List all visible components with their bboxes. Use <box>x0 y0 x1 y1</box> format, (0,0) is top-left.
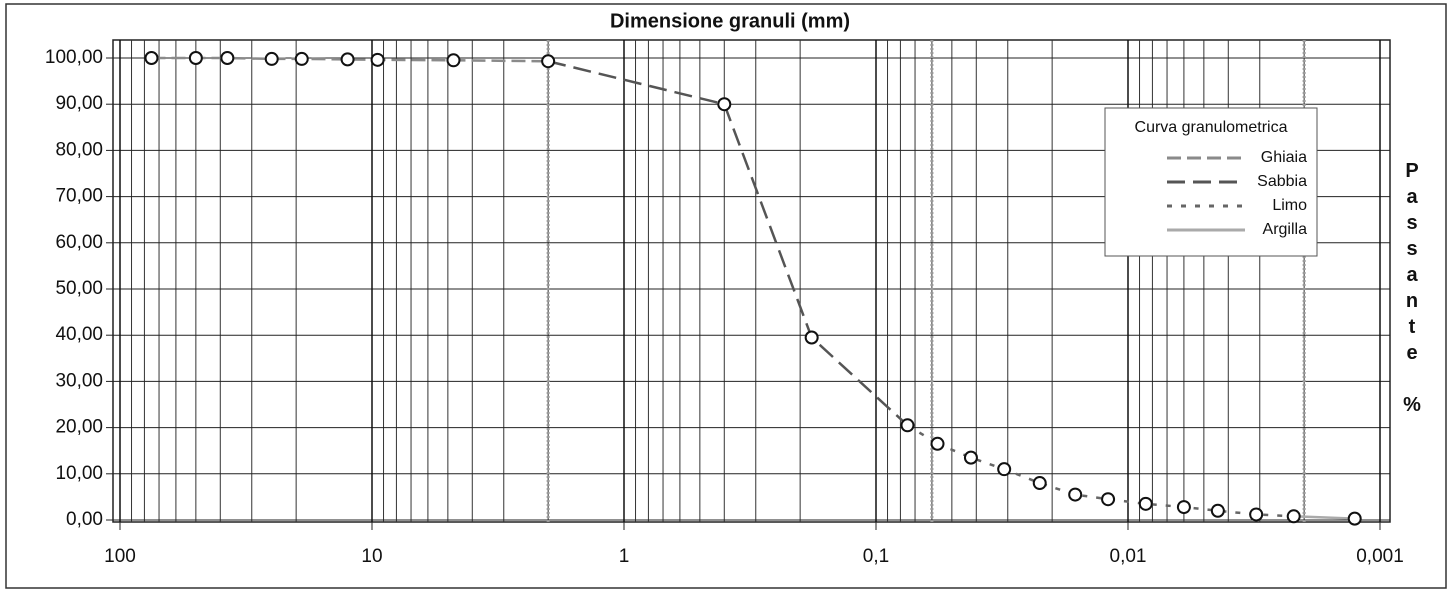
data-point <box>717 97 732 112</box>
y-tick-label: 30,00 <box>55 370 103 391</box>
y-tick-label: 70,00 <box>55 186 103 207</box>
data-point <box>294 51 309 66</box>
data-point <box>541 54 556 69</box>
y-tick-label: 100,00 <box>45 47 103 68</box>
y-tick-label: 0,00 <box>66 509 103 530</box>
data-point <box>1176 500 1191 515</box>
y-tick-label: 40,00 <box>55 324 103 345</box>
x-tick-label: 10 <box>361 546 382 567</box>
connector <box>1293 515 1355 520</box>
data-point <box>804 330 819 345</box>
data-point <box>930 436 945 451</box>
x-tick-label: 0,01 <box>1110 546 1147 567</box>
y-tick-label: 20,00 <box>55 417 103 438</box>
data-point <box>144 51 159 65</box>
legend-label: Argilla <box>1263 221 1308 238</box>
series-line <box>937 442 1294 518</box>
x-tick-label: 100 <box>104 546 136 567</box>
data-point <box>370 52 385 67</box>
data-point <box>1138 496 1153 511</box>
y-tick-label: 10,00 <box>55 463 103 484</box>
y-tick-label: 90,00 <box>55 93 103 114</box>
data-point <box>1249 507 1264 522</box>
y-tick-label: 60,00 <box>55 232 103 253</box>
data-point <box>188 51 203 65</box>
data-point <box>340 52 355 67</box>
data-point <box>264 51 279 66</box>
legend-label: Limo <box>1272 197 1307 214</box>
series-line <box>723 103 909 427</box>
data-point <box>1347 511 1362 526</box>
chart-title: Dimensione granuli (mm) <box>610 10 850 32</box>
data-point <box>1068 487 1083 502</box>
y-axis-label: Passante % <box>1401 160 1423 420</box>
x-tick-label: 1 <box>619 546 630 567</box>
legend-label: Sabbia <box>1257 173 1307 190</box>
data-point <box>1101 492 1116 507</box>
legend-label: Ghiaia <box>1261 149 1307 166</box>
data-point <box>900 418 915 433</box>
data-point <box>1286 509 1301 524</box>
data-point <box>1210 503 1225 518</box>
connector <box>547 60 725 106</box>
chart-border <box>5 3 1447 589</box>
y-tick-label: 80,00 <box>55 139 103 160</box>
legend-title: Curva granulometrica <box>1135 119 1288 136</box>
data-point <box>1032 476 1047 491</box>
x-tick-label: 0,1 <box>863 546 889 567</box>
data-point <box>446 53 461 68</box>
data-point <box>963 450 978 465</box>
data-point <box>997 462 1012 477</box>
data-point <box>220 51 235 65</box>
plot-frame <box>112 39 1391 523</box>
y-tick-label: 50,00 <box>55 278 103 299</box>
x-tick-label: 0,001 <box>1356 546 1404 567</box>
